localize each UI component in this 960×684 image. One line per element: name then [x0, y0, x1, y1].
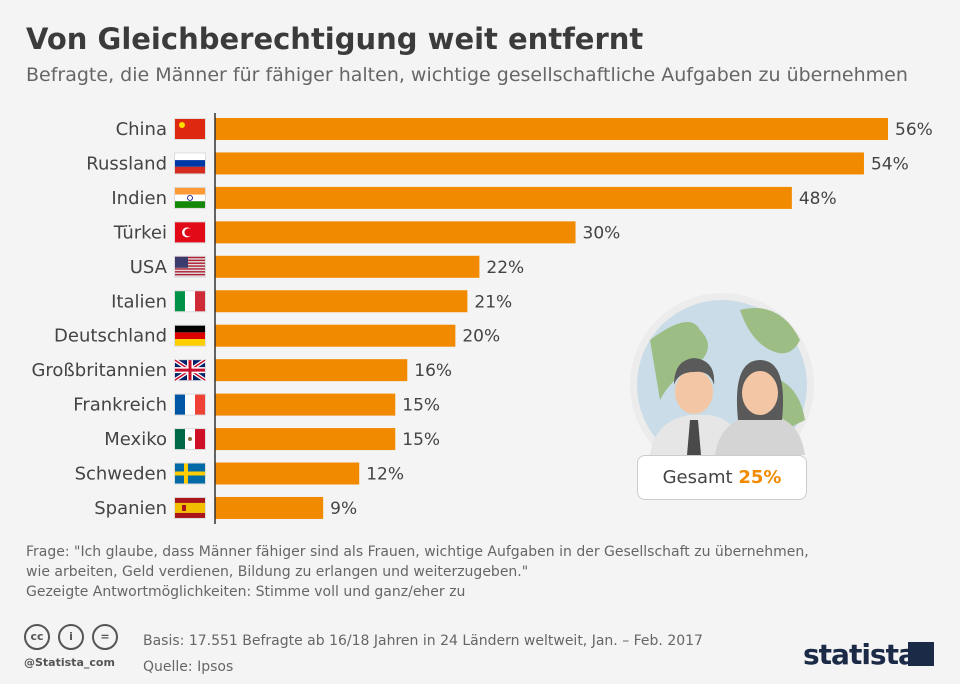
bar — [215, 152, 864, 175]
attribution-icon[interactable]: i — [58, 624, 84, 650]
note-line: wie arbeiten, Geld verdienen, Bildung zu… — [26, 564, 529, 580]
question-note: Frage: "Ich glaube, dass Männer fähiger … — [26, 542, 809, 602]
flag-us-icon — [174, 255, 206, 278]
people-globe-illustration — [630, 293, 814, 477]
value-label: 30% — [583, 223, 621, 243]
flag-se-icon — [174, 462, 206, 485]
value-label: 15% — [402, 396, 440, 416]
flag-de-icon — [174, 324, 206, 347]
value-label: 15% — [402, 430, 440, 450]
bar — [215, 428, 396, 451]
category-label: USA — [130, 257, 168, 278]
category-label: Spanien — [94, 498, 167, 519]
flag-ru-icon — [174, 152, 206, 175]
category-label: Russland — [86, 153, 167, 174]
bar — [215, 359, 408, 382]
value-label: 20% — [462, 327, 500, 347]
flag-it-icon — [174, 290, 206, 313]
value-label: 12% — [366, 465, 404, 485]
bar — [215, 186, 792, 209]
twitter-handle[interactable]: @Statista_com — [24, 656, 115, 669]
bar — [215, 290, 468, 313]
note-line: Frage: "Ich glaube, dass Männer fähiger … — [26, 544, 809, 560]
total-value: 25% — [738, 467, 782, 488]
bar — [215, 496, 324, 519]
note-line: Gezeigte Antwortmöglichkeiten: Stimme vo… — [26, 584, 466, 600]
value-label: 56% — [895, 120, 933, 140]
source-info: Basis: 17.551 Befragte ab 16/18 Jahren i… — [143, 628, 703, 680]
value-label: 48% — [799, 189, 837, 209]
bar — [215, 255, 480, 278]
total-badge: Gesamt 25% — [637, 455, 807, 500]
category-label: Frankreich — [73, 395, 167, 416]
category-label: Mexiko — [104, 429, 167, 450]
bar — [215, 462, 360, 485]
bar — [215, 221, 576, 244]
category-label: Schweden — [75, 464, 167, 485]
category-label: Großbritannien — [31, 360, 167, 381]
flag-fr-icon — [174, 393, 206, 416]
bar — [215, 118, 888, 140]
flag-cn-icon — [174, 118, 206, 140]
value-label: 22% — [486, 258, 524, 278]
category-label: Türkei — [113, 222, 167, 243]
bar — [215, 393, 396, 416]
category-label: Italien — [111, 291, 167, 312]
bar-chart: China 56% Russland 54% Indien 48% Türkei 30% USA… — [31, 113, 933, 524]
category-label: Deutschland — [54, 326, 167, 347]
statista-logo[interactable]: statista — [803, 638, 917, 671]
basis-text: Basis: 17.551 Befragte ab 16/18 Jahren i… — [143, 633, 703, 649]
chart-title: Von Gleichberechtigung weit entfernt — [26, 22, 644, 56]
no-derivatives-icon[interactable]: = — [92, 624, 118, 650]
flag-in-icon — [174, 186, 206, 209]
source-text: Quelle: Ipsos — [143, 659, 234, 675]
flag-tr-icon — [174, 221, 206, 244]
flag-mx-icon — [174, 428, 206, 451]
category-label: China — [116, 119, 167, 140]
value-label: 16% — [414, 361, 452, 381]
value-label: 9% — [330, 499, 357, 519]
total-label: Gesamt — [662, 467, 733, 488]
chart-subtitle: Befragte, die Männer für fähiger halten,… — [26, 64, 908, 86]
cc-license-icon[interactable]: cc — [24, 624, 50, 650]
statista-logo-mark-icon — [908, 642, 934, 666]
flag-es-icon — [174, 496, 206, 519]
bar — [215, 324, 456, 347]
category-label: Indien — [111, 188, 167, 209]
value-label: 54% — [871, 154, 909, 174]
value-label: 21% — [474, 292, 512, 312]
flag-gb-icon — [173, 358, 207, 382]
